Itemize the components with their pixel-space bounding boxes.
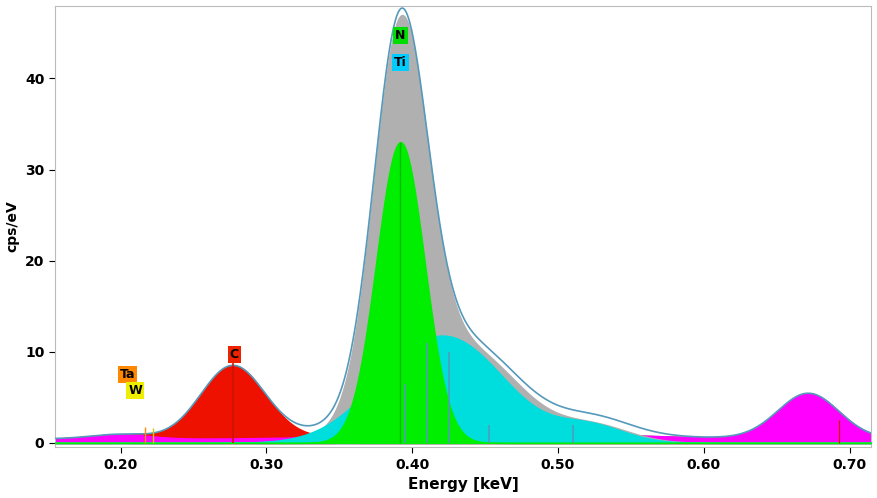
Text: W: W [128,384,142,397]
X-axis label: Energy [keV]: Energy [keV] [408,478,518,493]
Text: Ta: Ta [120,368,136,381]
Text: C: C [230,348,239,361]
Text: Ti: Ti [394,56,407,69]
Y-axis label: cps/eV: cps/eV [5,201,19,252]
Text: N: N [396,29,406,42]
